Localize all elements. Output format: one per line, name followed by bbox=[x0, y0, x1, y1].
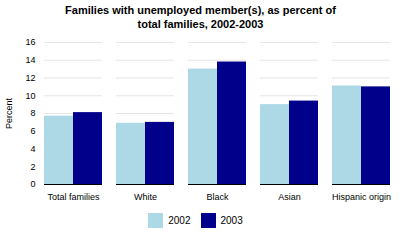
svg-text:2: 2 bbox=[30, 161, 35, 171]
svg-text:Hispanic origin: Hispanic origin bbox=[332, 191, 391, 201]
svg-text:Total families: Total families bbox=[47, 191, 100, 201]
html-text:2003: 2003 bbox=[220, 214, 243, 226]
svg-text:16: 16 bbox=[25, 37, 35, 47]
svg-text:White: White bbox=[134, 191, 157, 201]
svg-text:Percent: Percent bbox=[4, 97, 14, 129]
svg-text:6: 6 bbox=[30, 126, 35, 136]
svg-text:0: 0 bbox=[30, 179, 35, 189]
html-text:2002: 2002 bbox=[168, 214, 191, 226]
svg-text:12: 12 bbox=[25, 72, 35, 82]
svg-text:Asian: Asian bbox=[278, 191, 301, 201]
svg-text:Black: Black bbox=[206, 191, 229, 201]
svg-text:8: 8 bbox=[30, 108, 35, 118]
svg-text:10: 10 bbox=[25, 90, 35, 100]
svg-text:4: 4 bbox=[30, 143, 35, 153]
html-text:Families with unemployed membe: Families with unemployed member(s), as p… bbox=[65, 4, 336, 31]
svg-text:14: 14 bbox=[25, 55, 35, 65]
